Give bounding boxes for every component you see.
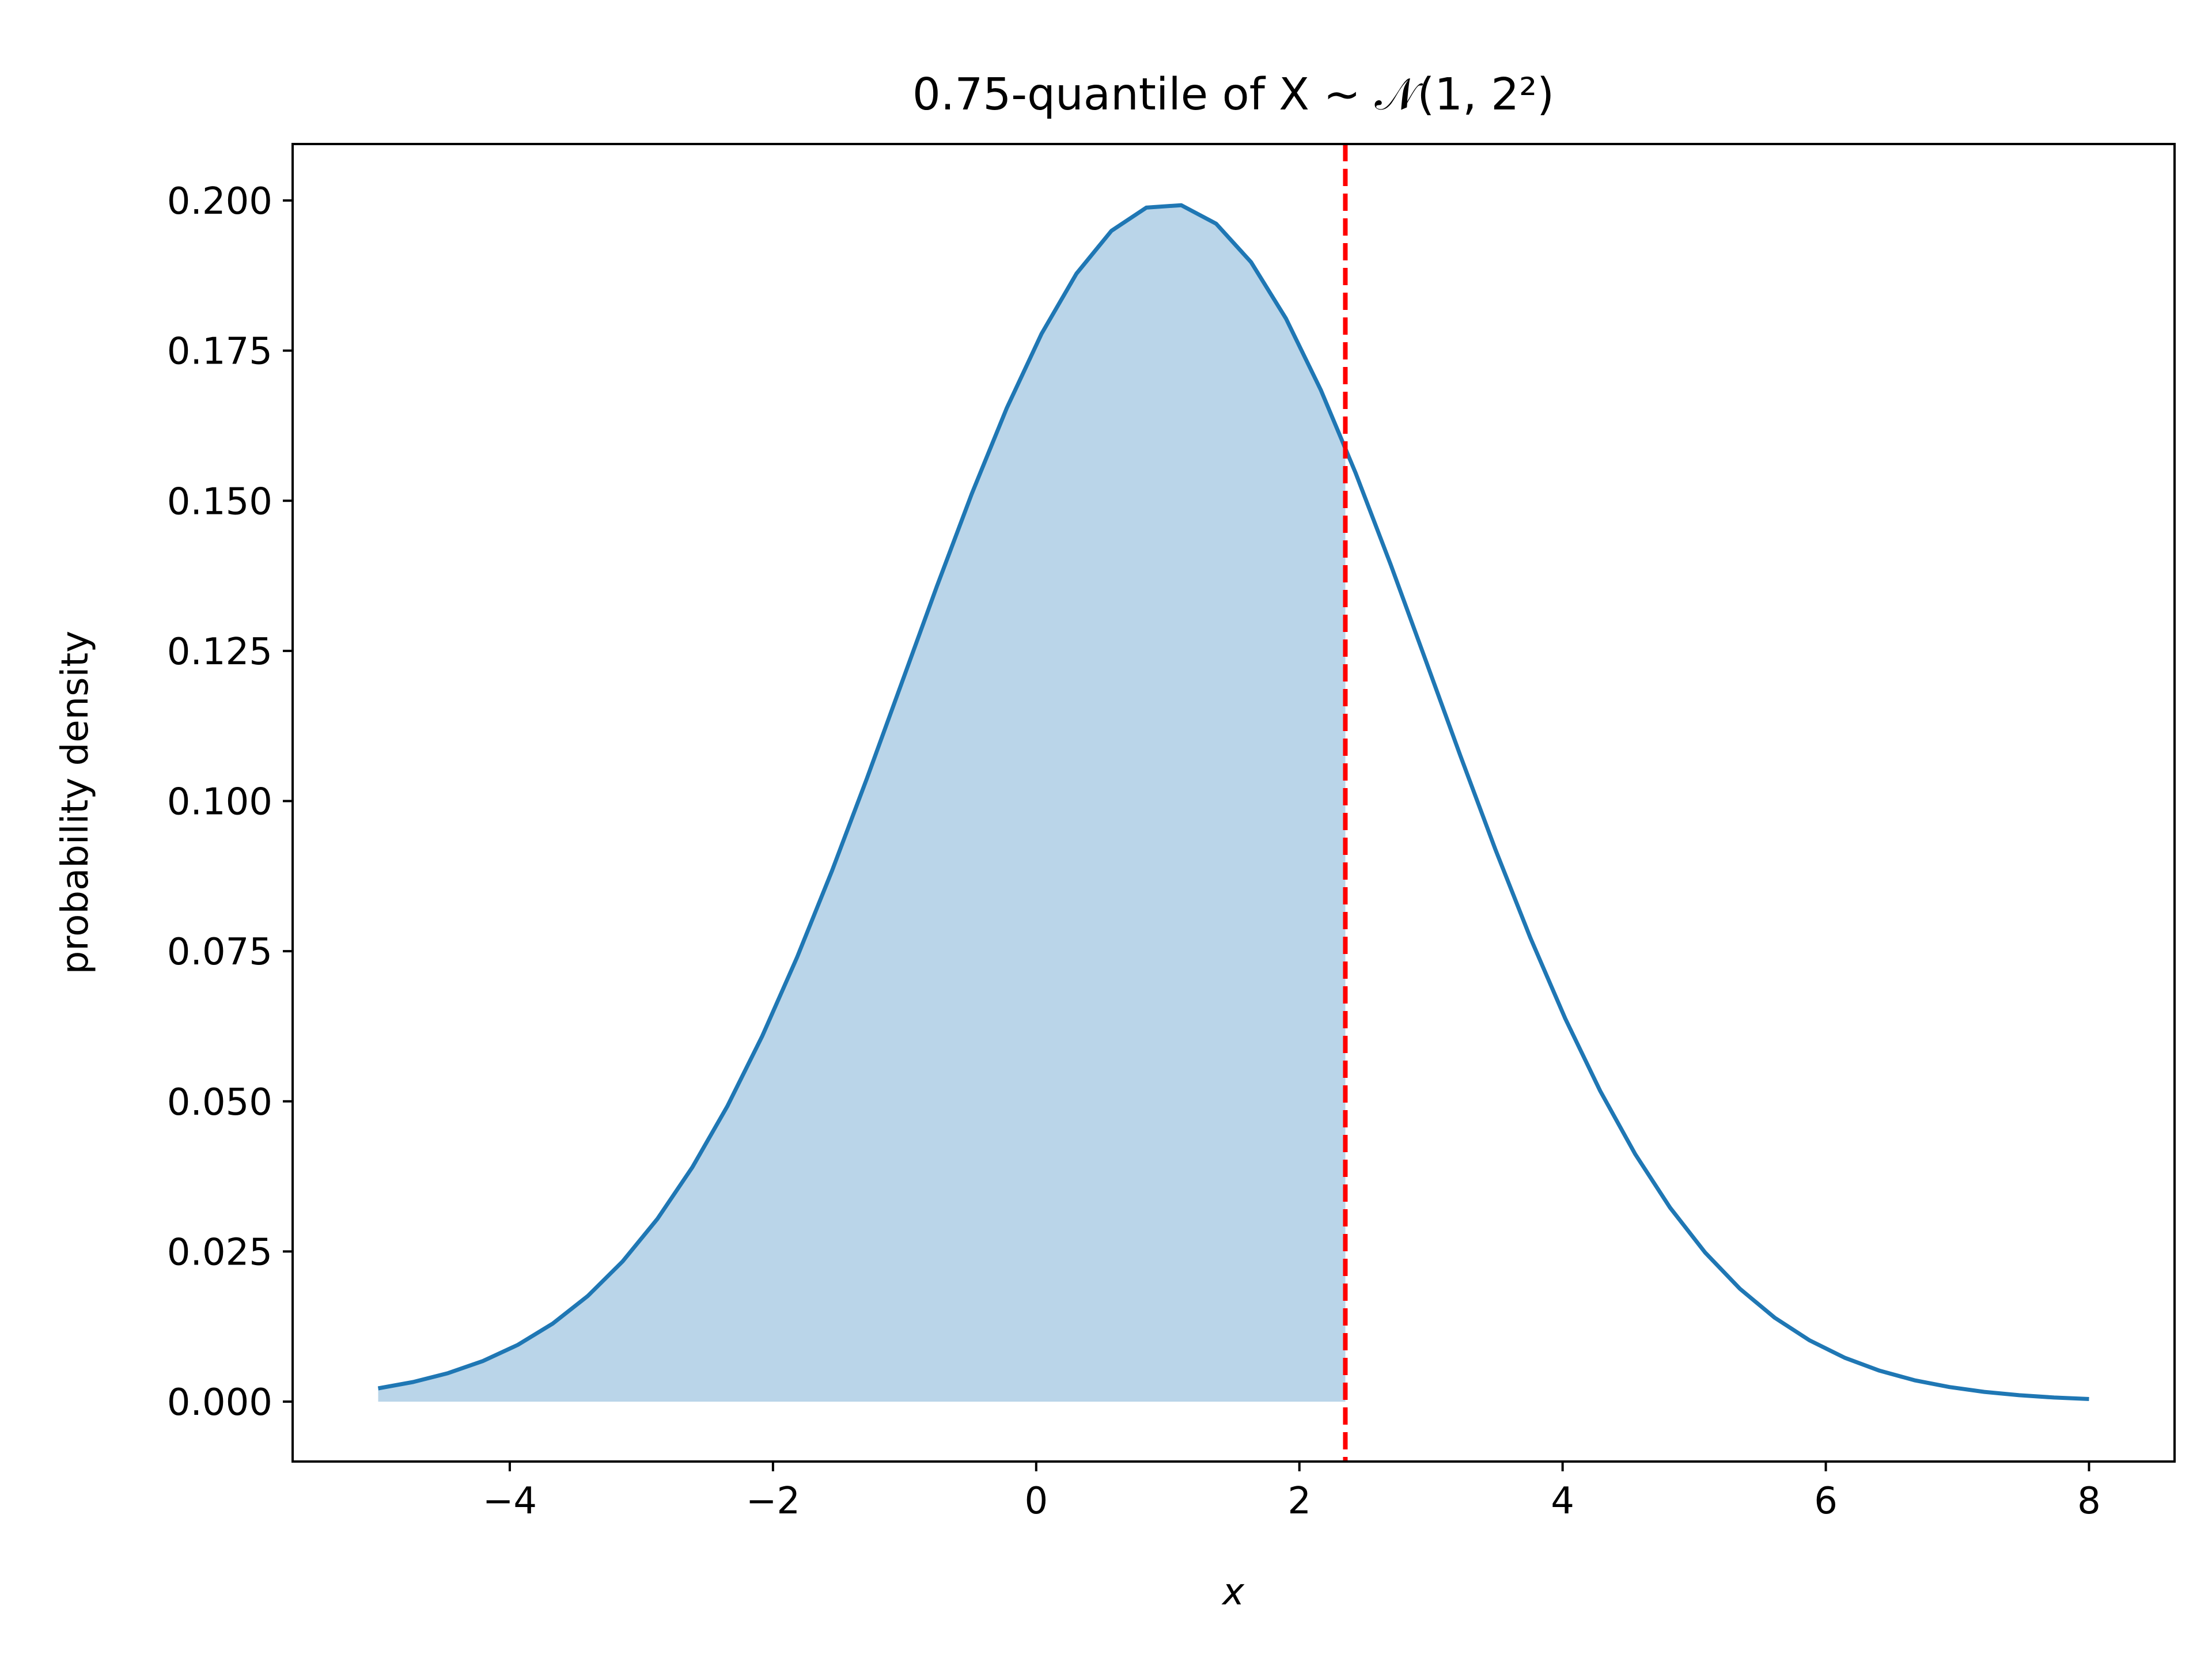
x-axis-label: x xyxy=(1221,1571,1245,1614)
y-tick-label: 0.025 xyxy=(167,1231,272,1274)
x-axis-ticks: −4 −2 0 2 4 6 8 xyxy=(483,1462,2101,1523)
plot-frame xyxy=(291,143,2176,1463)
fill-layer xyxy=(378,205,1346,1402)
x-tick-label: 0 xyxy=(1024,1480,1048,1523)
chart-title: 0.75-quantile of X ~ 𝒩(1, 2²) xyxy=(912,69,1554,120)
y-tick-label: 0.200 xyxy=(167,180,272,223)
x-tick-label: 2 xyxy=(1287,1480,1311,1523)
curve-layer xyxy=(377,203,2089,1401)
y-tick-label: 0.050 xyxy=(167,1081,272,1124)
y-tick-label: 0.000 xyxy=(167,1381,272,1424)
y-tick-label: 0.150 xyxy=(167,480,272,523)
shaded-area-below-quantile xyxy=(378,205,1346,1402)
y-tick-label: 0.175 xyxy=(167,331,272,373)
y-tick-label: 0.100 xyxy=(167,781,272,824)
x-tick-label: 8 xyxy=(2077,1480,2101,1523)
y-tick-label: 0.125 xyxy=(167,631,272,673)
x-tick-label: −2 xyxy=(746,1480,800,1523)
x-tick-label: −4 xyxy=(483,1480,537,1523)
y-tick-label: 0.075 xyxy=(167,931,272,974)
x-tick-label: 4 xyxy=(1551,1480,1574,1523)
y-axis-label: probability density xyxy=(54,631,97,974)
y-axis-ticks: 0.000 0.025 0.050 0.075 0.100 0.125 0.150 0.175… xyxy=(167,180,293,1424)
density-curve xyxy=(377,203,2089,1401)
x-tick-label: 6 xyxy=(1814,1480,1838,1523)
